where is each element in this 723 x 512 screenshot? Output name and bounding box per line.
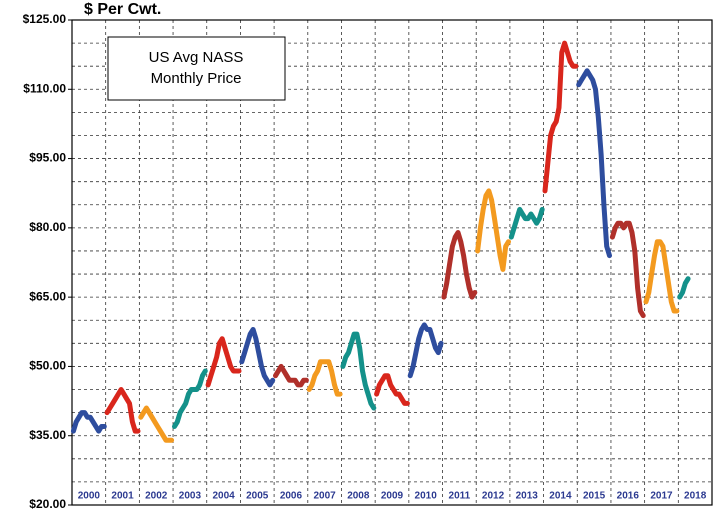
x-tick-label: 2003 xyxy=(179,491,202,502)
price-line xyxy=(205,336,242,388)
x-tick-label: 2001 xyxy=(111,491,134,502)
y-tick-label: $65.00 xyxy=(29,289,66,303)
x-tick-label: 2010 xyxy=(415,491,438,502)
x-tick-label: 2007 xyxy=(314,491,337,502)
x-tick-label: 2015 xyxy=(583,491,606,502)
unit-label: $ Per Cwt. xyxy=(84,1,161,18)
x-tick-label: 2008 xyxy=(347,491,370,502)
x-tick-label: 2006 xyxy=(280,491,303,502)
y-tick-label: $35.00 xyxy=(29,428,66,442)
y-tick-label: $110.00 xyxy=(23,81,66,95)
price-line xyxy=(576,68,612,259)
price-line xyxy=(273,363,309,388)
annotation-text: Monthly Price xyxy=(151,70,242,87)
x-tick-label: 2005 xyxy=(246,491,269,502)
x-tick-label: 2002 xyxy=(145,491,168,502)
y-tick-label: $125.00 xyxy=(23,12,67,26)
x-tick-label: 2012 xyxy=(482,491,505,502)
annotation-text: US Avg NASS xyxy=(149,49,244,66)
price-line xyxy=(643,239,680,314)
price-line xyxy=(306,359,343,397)
price-line xyxy=(138,405,175,443)
x-tick-label: 2014 xyxy=(549,491,572,502)
price-line xyxy=(609,220,646,319)
price-line xyxy=(340,331,377,411)
y-tick-label: $95.00 xyxy=(29,151,66,165)
x-tick-label: 2000 xyxy=(78,491,101,502)
y-tick-label: $80.00 xyxy=(29,220,66,234)
price-line xyxy=(239,327,276,388)
plot-border xyxy=(71,19,713,506)
price-line xyxy=(677,276,691,300)
price-line xyxy=(407,322,444,379)
x-tick-label: 2018 xyxy=(684,491,707,502)
x-tick-label: 2016 xyxy=(617,491,640,502)
annotation-box xyxy=(107,36,286,101)
x-tick-label: 2009 xyxy=(381,491,404,502)
price-line xyxy=(70,410,107,434)
price-line xyxy=(475,188,511,272)
x-tick-label: 2013 xyxy=(516,491,539,502)
y-tick-label: $20.00 xyxy=(29,497,66,511)
price-line xyxy=(508,206,545,240)
price-line xyxy=(172,368,208,429)
price-line xyxy=(542,40,579,194)
x-tick-label: 2011 xyxy=(449,491,471,502)
price-line xyxy=(374,373,410,406)
x-tick-label: 2017 xyxy=(650,491,673,502)
price-line xyxy=(441,230,478,300)
x-tick-label: 2004 xyxy=(212,491,235,502)
price-line xyxy=(104,387,141,434)
y-tick-label: $50.00 xyxy=(29,359,66,373)
